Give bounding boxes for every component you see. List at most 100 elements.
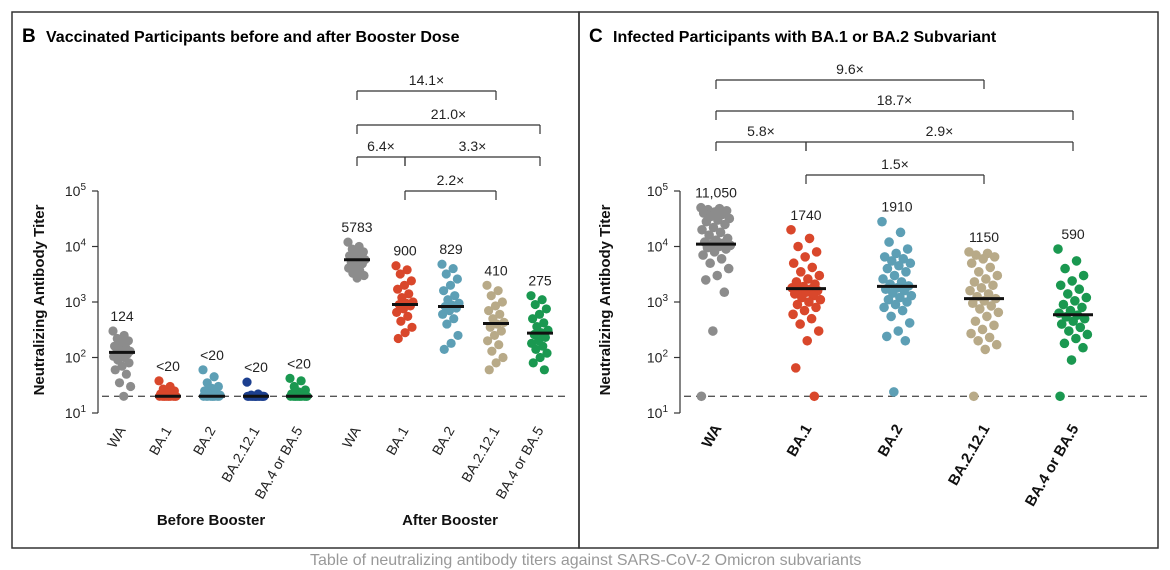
panel-b-point-ba-2-12-1 <box>490 301 501 311</box>
panel-c-point-ba-2-12-1 <box>966 328 976 339</box>
panel-b-point-wa <box>108 326 118 336</box>
panel-c-point-ba-2-12-1 <box>985 262 996 273</box>
panel-b-point-ba-4-or-ba-5 <box>534 309 545 319</box>
panel-b-point-ba-2 <box>452 274 462 284</box>
panel-c-category-label-ba-2: BA.2 <box>875 422 907 460</box>
panel-c-point-ba-4-or-ba-5 <box>1071 333 1081 344</box>
panel-c-point-ba-2 <box>895 292 905 303</box>
panel-c-point-ba-4-or-ba-5 <box>1078 270 1089 281</box>
panel-c-point-ba-2-12-1 <box>986 301 997 311</box>
panel-c-bracket-label: 1.5× <box>881 156 909 172</box>
panel-c-point-ba-2-12-1 <box>992 270 1003 281</box>
panel-c-point-ba-2 <box>890 299 901 310</box>
panel-b-point-ba-2-12-1 <box>498 352 508 363</box>
panel-c-point-ba-1 <box>788 309 798 320</box>
panel-c-point-ba-2-12-1 <box>977 324 988 335</box>
panel-c-ytick-label: 103 <box>647 293 669 310</box>
panel-b-point-ba-4-or-ba-5 <box>535 352 545 363</box>
panel-c-point-wa <box>723 263 734 274</box>
panel-c-point-ba-2-12-1 <box>983 289 994 299</box>
panel-c-bracket-label: 5.8× <box>747 123 775 139</box>
panel-b-category-label-ba-2: BA.2 <box>190 423 219 457</box>
panel-c-point-ba-2 <box>904 318 915 328</box>
panel-c-point-ba-2 <box>893 326 904 336</box>
panel-b-point-ba-2-12-1 <box>491 358 501 368</box>
panel-c-point-ba-2 <box>899 285 910 296</box>
panel-b-ytick-label: 102 <box>65 349 87 366</box>
panel-b-category-label-ba-2-12-1: BA.2.12.1 <box>458 423 503 484</box>
panel-c-point-ba-2-12-1 <box>981 274 991 284</box>
panel-c-comparison-bracket: 18.7× <box>715 92 1074 120</box>
panel-c-value-label-ba-4-or-ba-5: 590 <box>1061 226 1085 242</box>
panel-b-value-label-ba-1: 900 <box>393 243 417 259</box>
panel-b-point-ba-1 <box>395 269 405 279</box>
panel-b-comparison-bracket: 3.3× <box>404 138 541 166</box>
panel-c-value-label-ba-2-12-1: 1150 <box>969 229 999 245</box>
panel-c-point-ba-4-or-ba-5 <box>1068 316 1078 327</box>
panel-b-point-ba-4-or-ba-5 <box>539 318 549 328</box>
panel-c-point-wa <box>704 230 714 240</box>
panel-c-point-ba-2-12-1 <box>978 254 988 264</box>
panel-c-comparison-bracket: 1.5× <box>805 156 985 184</box>
panel-b-ytick-label: 103 <box>65 293 87 310</box>
panel-b-point-ba-2-12-1 <box>495 309 505 319</box>
panel-c-ytick-label: 102 <box>647 349 669 366</box>
panel-c-point-ba-1 <box>797 292 807 303</box>
panel-c-point-ba-1 <box>814 270 825 281</box>
panel-b-category-label-wa: WA <box>339 423 364 451</box>
panel-b-point-ba-2-12-1 <box>496 326 506 336</box>
panel-b-value-label-ba-4-or-ba-5: 275 <box>528 273 552 289</box>
panel-c-point-ba-1 <box>789 289 800 299</box>
panel-c-point-wa <box>709 247 720 257</box>
panel-c-value-label-ba-2: 1910 <box>881 199 912 215</box>
panel-c-ylabel: Neutralizing Antibody Titer <box>597 204 614 395</box>
panel-b-point-ba-2-12-1 <box>483 336 493 346</box>
panel-c-point-wa <box>716 254 727 264</box>
panel-b-ytick-label: 105 <box>65 182 87 199</box>
panel-c-point-ba-1 <box>790 363 801 373</box>
panel-b-value-label-ba-2: <20 <box>200 347 224 363</box>
panel-b-point-ba-2 <box>448 263 458 274</box>
panel-b-point-ba-2-12-1 <box>242 377 252 387</box>
panel-c-point-ba-4-or-ba-5 <box>1071 256 1082 266</box>
panel-c-point-ba-4-or-ba-5 <box>1055 391 1065 402</box>
panel-b-point-ba-1 <box>393 284 403 294</box>
panel-b-ylabel: Neutralizing Antibody Titer <box>31 204 48 395</box>
panel-b-point-ba-2 <box>198 365 208 375</box>
group-label-after-booster: After Booster <box>402 512 498 529</box>
panel-b-point-wa <box>121 369 131 379</box>
panel-b-value-label-wa: 124 <box>110 308 134 324</box>
panel-c-point-ba-1 <box>804 233 815 244</box>
panel-c-point-ba-4-or-ba-5 <box>1060 263 1070 274</box>
panel-b-point-ba-4-or-ba-5 <box>528 314 538 324</box>
panel-c-point-ba-4-or-ba-5 <box>1053 244 1063 254</box>
panel-c-point-ba-2-12-1 <box>976 283 987 293</box>
panel-b-title: Vaccinated Participants before and after… <box>46 29 460 46</box>
panel-c-point-ba-2 <box>889 387 899 397</box>
panel-b-point-ba-4-or-ba-5 <box>528 358 538 368</box>
panel-b-point-ba-2 <box>442 319 452 329</box>
panel-b-point-ba-1 <box>398 304 409 314</box>
panel-b-category-label-ba-2: BA.2 <box>429 423 458 457</box>
panel-c-point-ba-2 <box>905 258 916 269</box>
panel-c-point-ba-2 <box>902 297 912 307</box>
panel-c-point-ba-4-or-ba-5 <box>1070 296 1080 306</box>
panel-c-point-ba-1 <box>809 391 820 402</box>
panel-b-point-ba-2 <box>441 269 451 279</box>
panel-c-point-ba-2 <box>878 274 888 284</box>
panel-c-point-ba-2-12-1 <box>980 344 991 355</box>
panel-c-point-wa <box>721 244 731 254</box>
panel-c-point-ba-4-or-ba-5 <box>1067 276 1077 286</box>
panel-b-point-wa <box>343 237 353 247</box>
panel-b-bracket-label: 2.2× <box>437 172 465 188</box>
panel-b-point-ba-1 <box>391 261 401 271</box>
panel-b-comparison-bracket: 14.1× <box>356 72 497 100</box>
panel-b-point-ba-2 <box>445 280 456 290</box>
panel-c-point-ba-2 <box>886 311 896 322</box>
panel-c-point-ba-4-or-ba-5 <box>1074 284 1085 295</box>
panel-b-point-ba-4-or-ba-5 <box>537 295 547 305</box>
panel-b-frame <box>11 11 580 549</box>
panel-c-point-ba-4-or-ba-5 <box>1077 302 1087 313</box>
panel-c-point-ba-4-or-ba-5 <box>1055 280 1066 291</box>
